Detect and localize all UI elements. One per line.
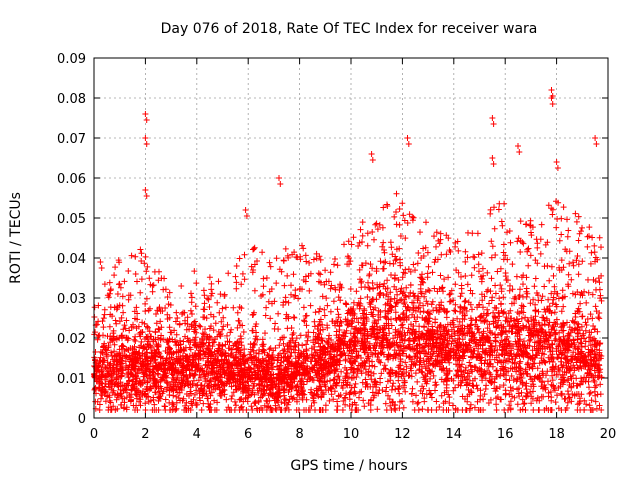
y-tick-label: 0.03	[57, 292, 86, 307]
y-tick-label: 0.09	[57, 52, 86, 67]
y-axis-label: ROTI / TECUs	[8, 192, 24, 284]
y-tick-label: 0.04	[57, 252, 86, 267]
y-tick-label: 0	[78, 412, 86, 427]
x-tick-label: 16	[497, 427, 514, 442]
data-points	[91, 87, 605, 413]
x-tick-label: 10	[343, 427, 360, 442]
x-tick-label: 14	[446, 427, 463, 442]
y-tick-label: 0.06	[57, 172, 86, 187]
x-tick-label: 20	[600, 427, 617, 442]
x-tick-label: 18	[548, 427, 565, 442]
x-tick-label: 6	[244, 427, 252, 442]
y-tick-label: 0.02	[57, 332, 86, 347]
y-tick-label: 0.07	[57, 132, 86, 147]
x-tick-label: 8	[295, 427, 303, 442]
x-tick-label: 0	[90, 427, 98, 442]
x-tick-label: 12	[394, 427, 411, 442]
roti-points	[91, 87, 605, 413]
x-tick-label: 4	[193, 427, 201, 442]
chart-title: Day 076 of 2018, Rate Of TEC Index for r…	[161, 21, 538, 37]
axis-ticks: 0 2 4 6 8 10 12 14 16 18 20 0 0.01 0.02 0.03 0.04 0.05 0.…	[57, 52, 616, 442]
y-tick-label: 0.05	[57, 212, 86, 227]
y-tick-label: 0.01	[57, 372, 86, 387]
x-tick-label: 2	[141, 427, 149, 442]
x-axis-label: GPS time / hours	[290, 458, 407, 474]
y-tick-label: 0.08	[57, 92, 86, 107]
plot-frame	[93, 57, 609, 419]
